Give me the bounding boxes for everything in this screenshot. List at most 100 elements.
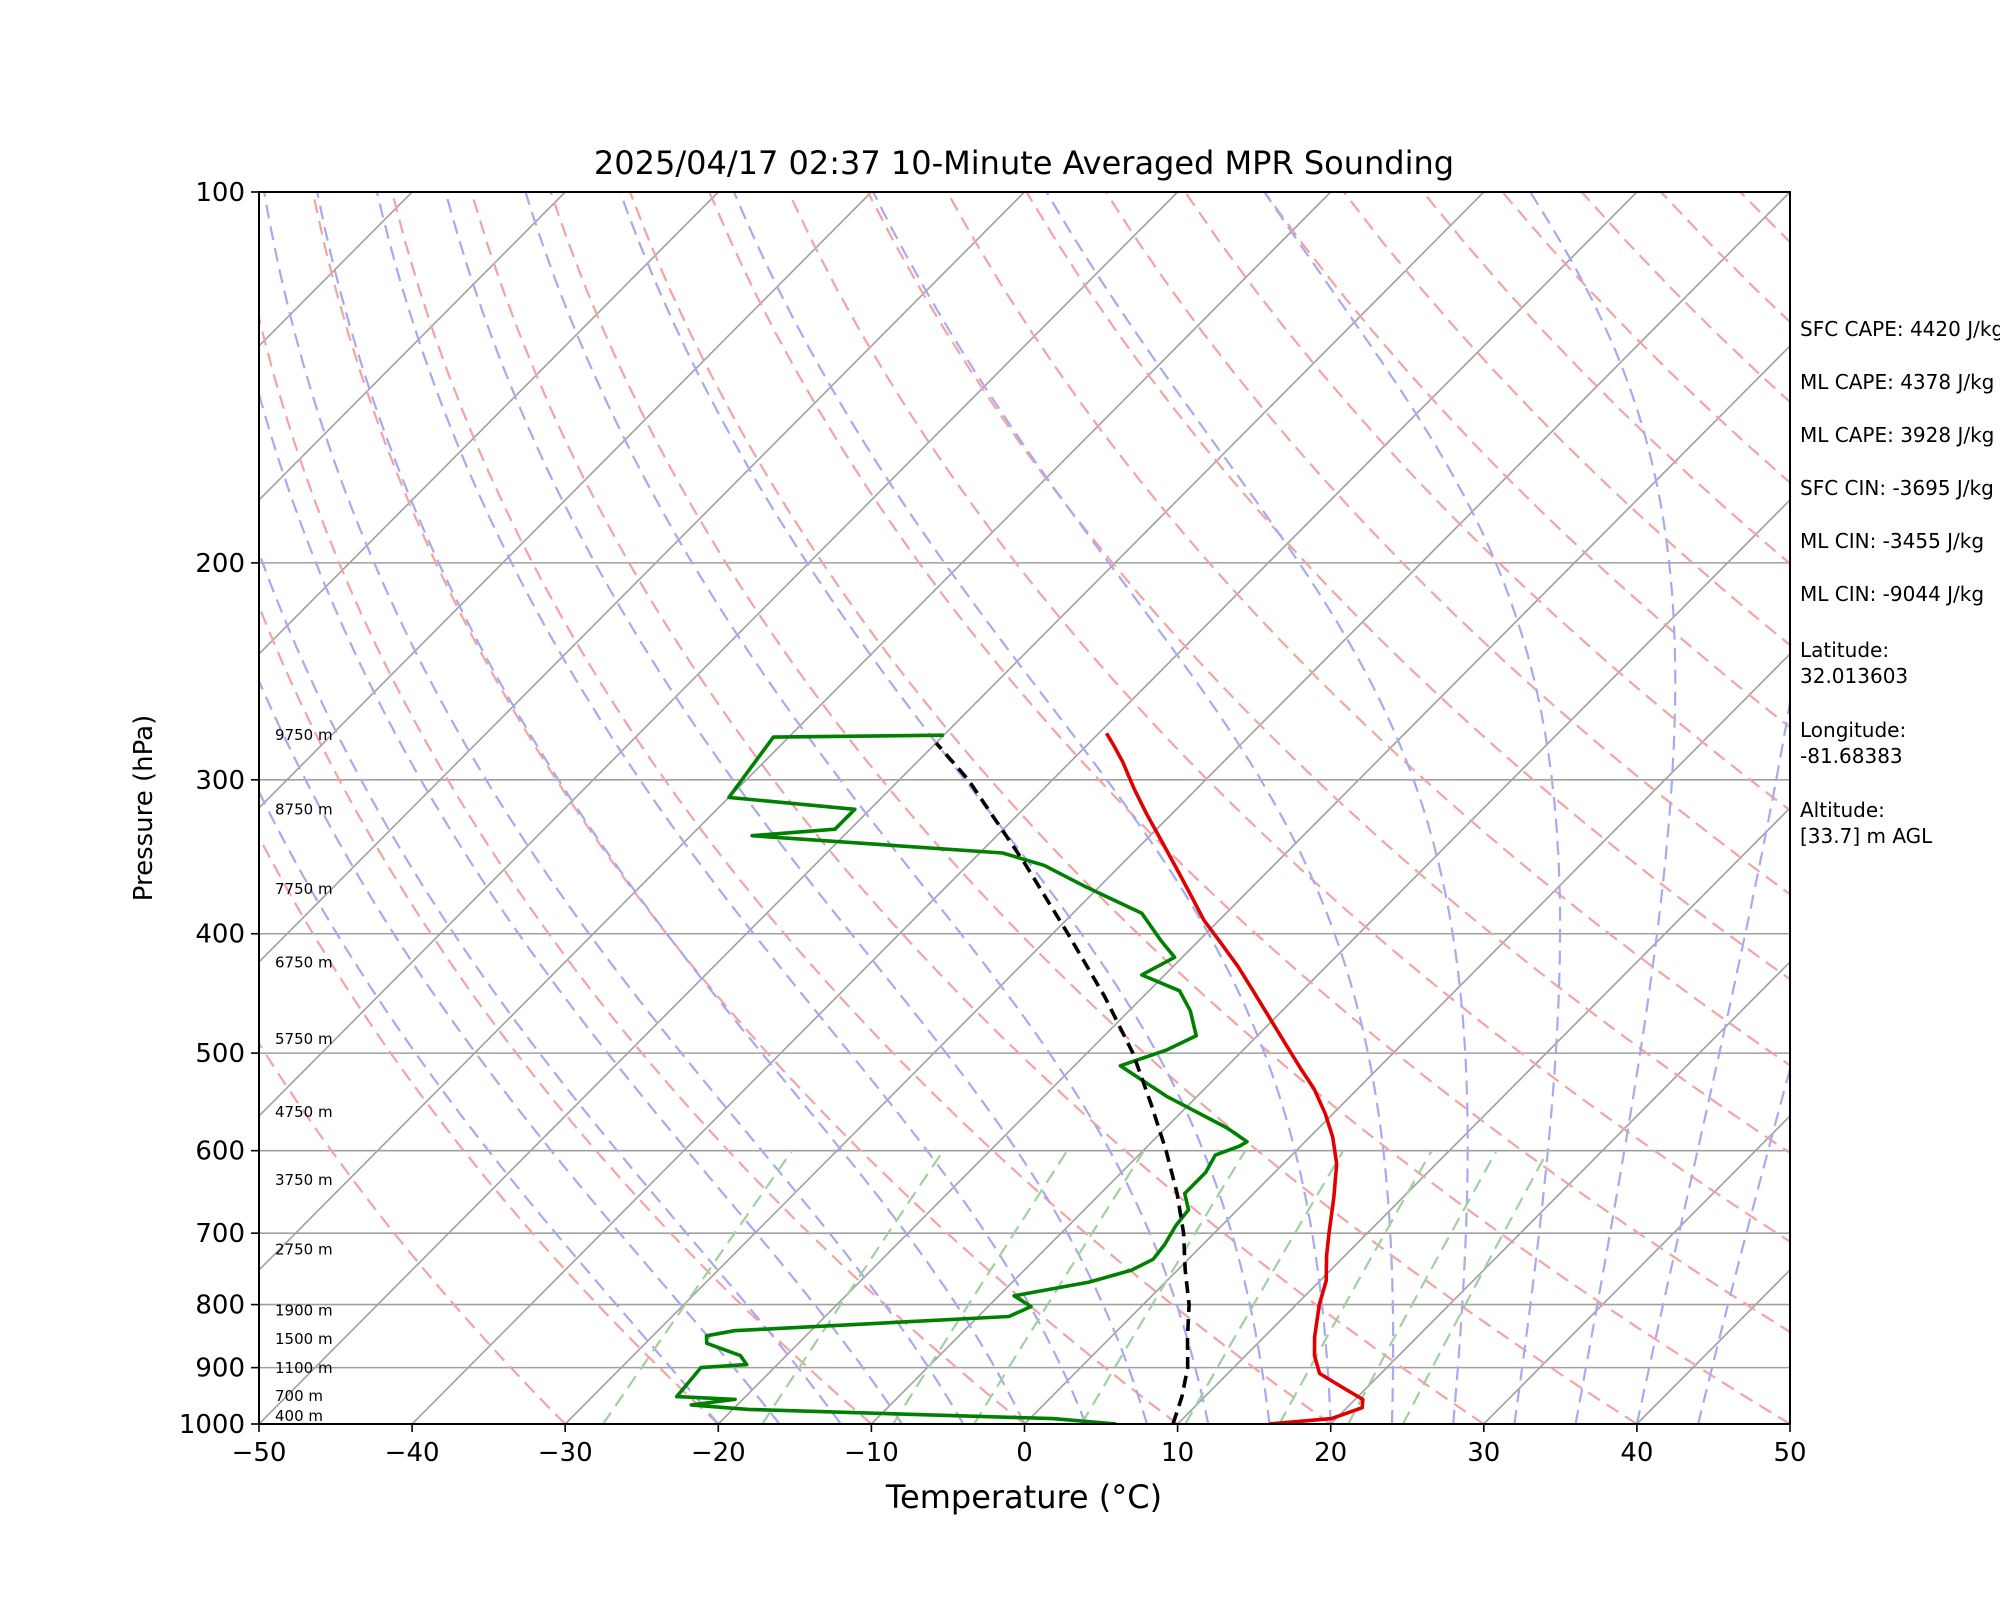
chart-title: 2025/04/17 02:37 10-Minute Averaged MPR … (594, 144, 1454, 182)
isotherm-line (259, 192, 566, 502)
moist-adiabat-line (259, 549, 842, 1424)
x-tick-label: 50 (1773, 1438, 1806, 1468)
x-tick-label: −30 (538, 1438, 593, 1468)
ml-cin-annotation-2: ML CIN: -9044 J/kg (1800, 582, 1985, 606)
dry-adiabat-line (1184, 192, 1790, 812)
x-tick-label: 0 (1016, 1438, 1033, 1468)
mixing-ratio-line (761, 1150, 945, 1424)
latitude-annotation: Latitude: 32.013603 (1800, 638, 1909, 688)
pressure-gridlines (259, 192, 1790, 1424)
dry-adiabat-line (1104, 192, 1790, 896)
dry-adiabat-line (391, 192, 1332, 1424)
y-tick-label: 900 (195, 1354, 245, 1384)
height-label: 5750 m (275, 1030, 333, 1048)
moist-adiabat-line (316, 192, 1026, 1424)
height-label: 400 m (275, 1407, 323, 1425)
moist-adiabat-line (524, 192, 1210, 1424)
mixing-ratio-line (1080, 1150, 1247, 1424)
mixing-ratio-line (1278, 1150, 1433, 1424)
height-label: 2750 m (275, 1241, 333, 1259)
isotherm-line (564, 192, 1790, 1424)
moist-adiabat-line (1045, 192, 1469, 1424)
height-label: 700 m (275, 1387, 323, 1405)
sfc-cape-annotation: SFC CAPE: 4420 J/kg (1800, 317, 2000, 341)
y-tick-label: 400 (195, 920, 245, 950)
x-tick-label: 20 (1314, 1438, 1347, 1468)
isotherm-lines (259, 192, 1790, 1424)
ml-cape-annotation: ML CAPE: 4378 J/kg (1800, 370, 1995, 394)
isotherm-line (259, 192, 1332, 1272)
longitude-annotation: Longitude: -81.68383 (1800, 718, 1907, 768)
ml-cin-annotation: ML CIN: -3455 J/kg (1800, 529, 1985, 553)
dry-adiabat-lines (259, 192, 1790, 1424)
dry-adiabat-line (708, 192, 1790, 1334)
y-axis-ticks: 100 200 300 400 500 600 700 800 900 1000 (179, 178, 259, 1440)
height-label: 6750 m (275, 953, 333, 971)
moist-adiabat-line (444, 192, 1149, 1424)
isotherm-line (1023, 652, 1790, 1424)
x-axis-label: Temperature (°C) (885, 1478, 1162, 1516)
mixing-ratio-line (1402, 1150, 1549, 1424)
height-label: 9750 m (275, 726, 333, 744)
mixing-ratio-line (602, 1150, 793, 1424)
y-tick-label: 100 (195, 178, 245, 208)
dry-adiabat-line (866, 192, 1790, 1155)
height-label: 8750 m (275, 800, 333, 818)
y-tick-label: 500 (195, 1039, 245, 1069)
isotherm-line (259, 192, 1026, 964)
mixing-ratio-line (892, 1150, 1069, 1424)
moist-adiabat-line (263, 192, 965, 1424)
moist-adiabat-line (732, 192, 1332, 1424)
mixing-ratio-line (973, 1150, 1145, 1424)
isotherm-line (259, 192, 719, 656)
y-axis-label: Pressure (hPa) (129, 715, 159, 902)
x-tick-label: −10 (844, 1438, 899, 1468)
mixing-ratio-lines (602, 1150, 1549, 1424)
altitude-annotation: Altitude: [33.7] m AGL (1800, 798, 1933, 848)
mixing-ratio-line (1347, 1150, 1498, 1424)
parcel-line (934, 741, 1191, 1424)
dry-adiabat-line (259, 1041, 566, 1424)
dry-adiabat-line (628, 192, 1790, 1424)
temperature-line (1104, 732, 1365, 1424)
isotherm-line (1483, 1114, 1790, 1424)
height-labels: 9750 m 8750 m 7750 m 6750 m 5750 m 4750 m 3750… (275, 726, 333, 1425)
height-label: 3750 m (275, 1171, 333, 1189)
moist-adiabat-line (1635, 695, 1790, 1424)
dry-adiabat-line (549, 192, 1638, 1424)
plot-area: 9750 m 8750 m 7750 m 6750 m 5750 m 4750 m 3750… (259, 192, 1790, 1425)
height-label: 7750 m (275, 880, 333, 898)
dewpoint-line (674, 733, 1249, 1424)
y-tick-label: 800 (195, 1291, 245, 1321)
y-tick-label: 600 (195, 1137, 245, 1167)
x-tick-label: −20 (691, 1438, 746, 1468)
x-tick-label: −50 (232, 1438, 287, 1468)
moist-adiabat-line (1697, 1064, 1790, 1424)
moist-adiabat-line (375, 192, 1087, 1424)
sounding-traces (674, 732, 1365, 1424)
dry-adiabat-line (470, 192, 1485, 1424)
isotherm-line (411, 192, 1638, 1424)
isotherm-line (870, 498, 1790, 1424)
sfc-cin-annotation: SFC CIN: -3695 J/kg (1800, 476, 1994, 500)
moist-adiabat-line (872, 192, 1395, 1424)
dry-adiabat-line (787, 192, 1790, 1243)
x-tick-label: 40 (1620, 1438, 1653, 1468)
y-tick-label: 300 (195, 766, 245, 796)
mixing-ratio-line (1184, 1150, 1345, 1424)
dry-adiabat-line (259, 312, 1026, 1424)
y-tick-label: 700 (195, 1219, 245, 1249)
dry-adiabat-line (1263, 192, 1790, 729)
isotherm-line (717, 344, 1790, 1424)
ml-cape-annotation-2: ML CAPE: 3928 J/kg (1800, 423, 1995, 447)
x-tick-label: 10 (1161, 1438, 1194, 1468)
y-tick-label: 200 (195, 549, 245, 579)
moist-adiabat-line (1529, 192, 1677, 1424)
y-tick-label: 1000 (179, 1410, 245, 1440)
moist-adiabat-line (259, 789, 720, 1424)
x-axis-ticks: −50 −40 −30 −20 −10 0 10 20 30 40 50 (232, 1424, 1807, 1468)
isotherm-line (259, 192, 1485, 1424)
height-label: 4750 m (275, 1103, 333, 1121)
moist-adiabat-line (259, 389, 903, 1424)
